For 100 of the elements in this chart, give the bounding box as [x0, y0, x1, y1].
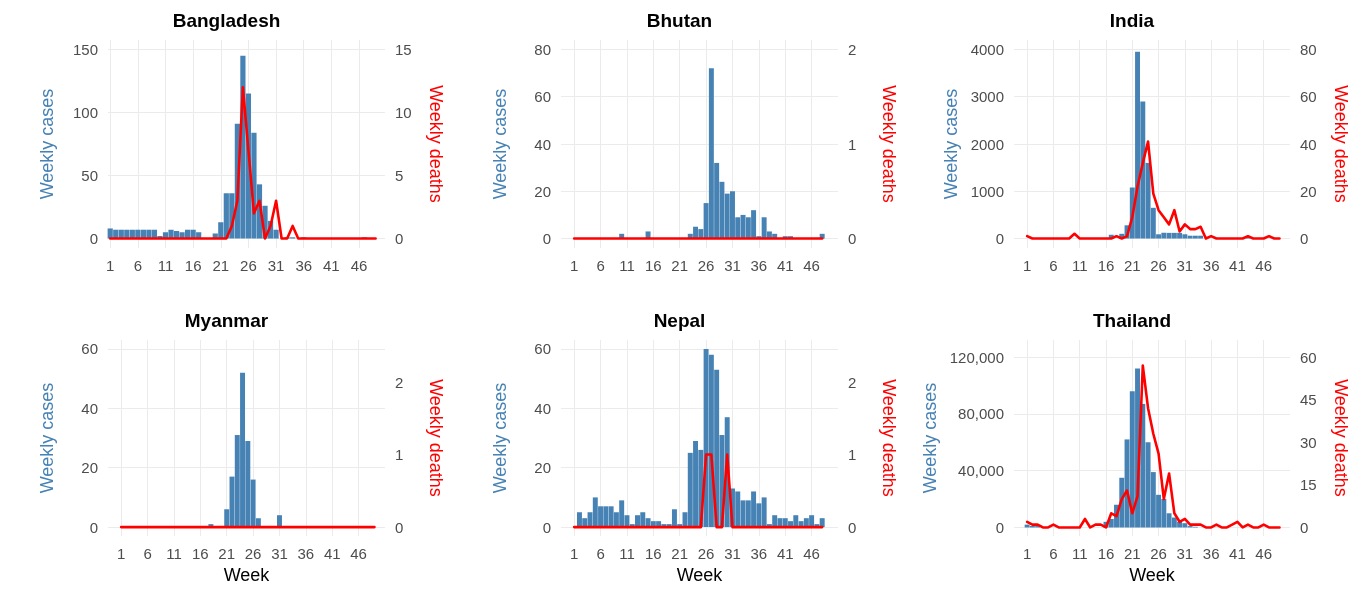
- x-tick-label: 26: [240, 257, 257, 274]
- y2-axis-title: Weekly deaths: [879, 379, 899, 497]
- y2-tick-label: 80: [1300, 40, 1317, 58]
- x-tick-label: 6: [143, 545, 152, 562]
- x-tick-label: 31: [271, 545, 288, 562]
- x-tick-label: 41: [776, 545, 794, 562]
- x-tick-label: 11: [619, 545, 635, 562]
- x-tick-label: 31: [1176, 257, 1194, 274]
- x-tick-label: 11: [1071, 545, 1088, 562]
- x-tick-label: 21: [671, 257, 689, 274]
- y2-tick-label: 5: [395, 167, 404, 185]
- x-tick-label: 11: [1071, 257, 1088, 274]
- y-tick-label: 60: [534, 340, 551, 358]
- x-tick-label: 21: [212, 257, 230, 274]
- y2-tick-label: 0: [395, 230, 404, 248]
- y-tick-label: 50: [81, 167, 98, 185]
- y2-tick-label: 15: [395, 40, 412, 58]
- x-axis-title: Week: [676, 565, 724, 585]
- y2-tick-label: 0: [1300, 230, 1309, 248]
- x-tick-label: 16: [1097, 257, 1115, 274]
- x-tick-label: 21: [218, 545, 236, 562]
- y-tick-label: 40: [81, 399, 98, 417]
- y-tick-label: 120,000: [949, 348, 1004, 366]
- y-tick-label: 0: [89, 518, 98, 536]
- x-tick-label: 36: [1202, 257, 1220, 274]
- y2-tick-label: 60: [1300, 348, 1317, 366]
- y2-tick-label: 40: [1300, 135, 1317, 153]
- x-tick-label: 41: [1229, 545, 1246, 562]
- y-tick-label: 3000: [970, 88, 1004, 106]
- x-tick-label: 26: [697, 545, 715, 562]
- y-tick-label: 80,000: [958, 405, 1004, 423]
- x-tick-label: 6: [596, 257, 605, 274]
- x-tick-label: 11: [619, 257, 635, 274]
- x-tick-label: 31: [724, 257, 741, 274]
- x-tick-label: 1: [1022, 257, 1032, 274]
- y2-tick-label: 1: [848, 135, 857, 153]
- y-tick-label: 0: [995, 230, 1004, 248]
- y-tick-label: 1000: [970, 182, 1004, 200]
- x-tick-label: 1: [106, 257, 115, 274]
- y-axis-title: Weekly cases: [490, 382, 510, 494]
- y-tick-label: 0: [542, 518, 551, 536]
- y-tick-label: 60: [81, 340, 98, 358]
- y-tick-label: 0: [542, 230, 551, 248]
- x-tick-label: 11: [166, 545, 182, 562]
- x-tick-label: 26: [697, 257, 715, 274]
- chart-title: Thailand: [1092, 310, 1172, 331]
- x-tick-label: 16: [644, 545, 662, 562]
- x-tick-label: 46: [350, 545, 367, 562]
- x-axis-title: Week: [223, 565, 271, 585]
- y-tick-label: 60: [534, 88, 551, 106]
- y-tick-label: 150: [72, 40, 98, 58]
- y2-tick-label: 60: [1300, 88, 1317, 106]
- x-tick-label: 46: [803, 257, 820, 274]
- x-tick-label: 41: [1229, 257, 1246, 274]
- y2-tick-label: 2: [848, 40, 857, 58]
- x-tick-label: 31: [1176, 545, 1194, 562]
- x-tick-label: 46: [1255, 545, 1273, 562]
- x-tick-label: 16: [1097, 545, 1115, 562]
- x-tick-label: 21: [1123, 257, 1141, 274]
- y-axis-title: Weekly cases: [37, 88, 57, 200]
- x-tick-label: 36: [295, 257, 313, 274]
- y2-tick-label: 0: [848, 230, 857, 248]
- y-tick-label: 40: [534, 399, 551, 417]
- x-tick-label: 36: [297, 545, 315, 562]
- x-tick-label: 46: [803, 545, 820, 562]
- x-tick-label: 11: [157, 257, 174, 274]
- chart-title: Bangladesh: [172, 10, 281, 31]
- x-tick-label: 6: [1049, 257, 1058, 274]
- x-axis-title: Week: [1129, 565, 1176, 585]
- y2-tick-label: 0: [395, 518, 404, 536]
- x-tick-label: 6: [1049, 545, 1058, 562]
- y2-tick-label: 1: [848, 446, 857, 464]
- y2-axis-title: Weekly deaths: [1331, 85, 1351, 203]
- y-tick-label: 20: [81, 459, 98, 477]
- x-tick-label: 6: [133, 257, 143, 274]
- x-tick-label: 26: [244, 545, 262, 562]
- y2-axis-title: Weekly deaths: [879, 85, 899, 203]
- x-tick-label: 16: [191, 545, 209, 562]
- chart-title: Nepal: [653, 310, 706, 331]
- x-tick-label: 1: [1022, 545, 1032, 562]
- x-tick-label: 26: [1150, 545, 1167, 562]
- x-tick-label: 46: [350, 257, 368, 274]
- y-tick-label: 2000: [970, 135, 1004, 153]
- x-tick-label: 41: [776, 257, 794, 274]
- y2-tick-label: 0: [848, 518, 857, 536]
- y-axis-title: Weekly cases: [919, 382, 940, 494]
- x-tick-label: 41: [323, 257, 340, 274]
- x-tick-label: 16: [184, 257, 202, 274]
- x-tick-label: 21: [1123, 545, 1141, 562]
- y2-tick-label: 45: [1300, 391, 1317, 409]
- x-tick-label: 36: [750, 257, 768, 274]
- x-tick-label: 36: [750, 545, 768, 562]
- y2-axis-title: Weekly deaths: [1331, 379, 1351, 497]
- chart-title: Myanmar: [184, 310, 269, 331]
- x-tick-label: 21: [671, 545, 689, 562]
- y-tick-label: 40,000: [958, 462, 1004, 480]
- chart-title: India: [1109, 10, 1155, 31]
- y-tick-label: 80: [534, 40, 551, 58]
- y2-tick-label: 10: [395, 103, 412, 121]
- x-tick-label: 31: [724, 545, 741, 562]
